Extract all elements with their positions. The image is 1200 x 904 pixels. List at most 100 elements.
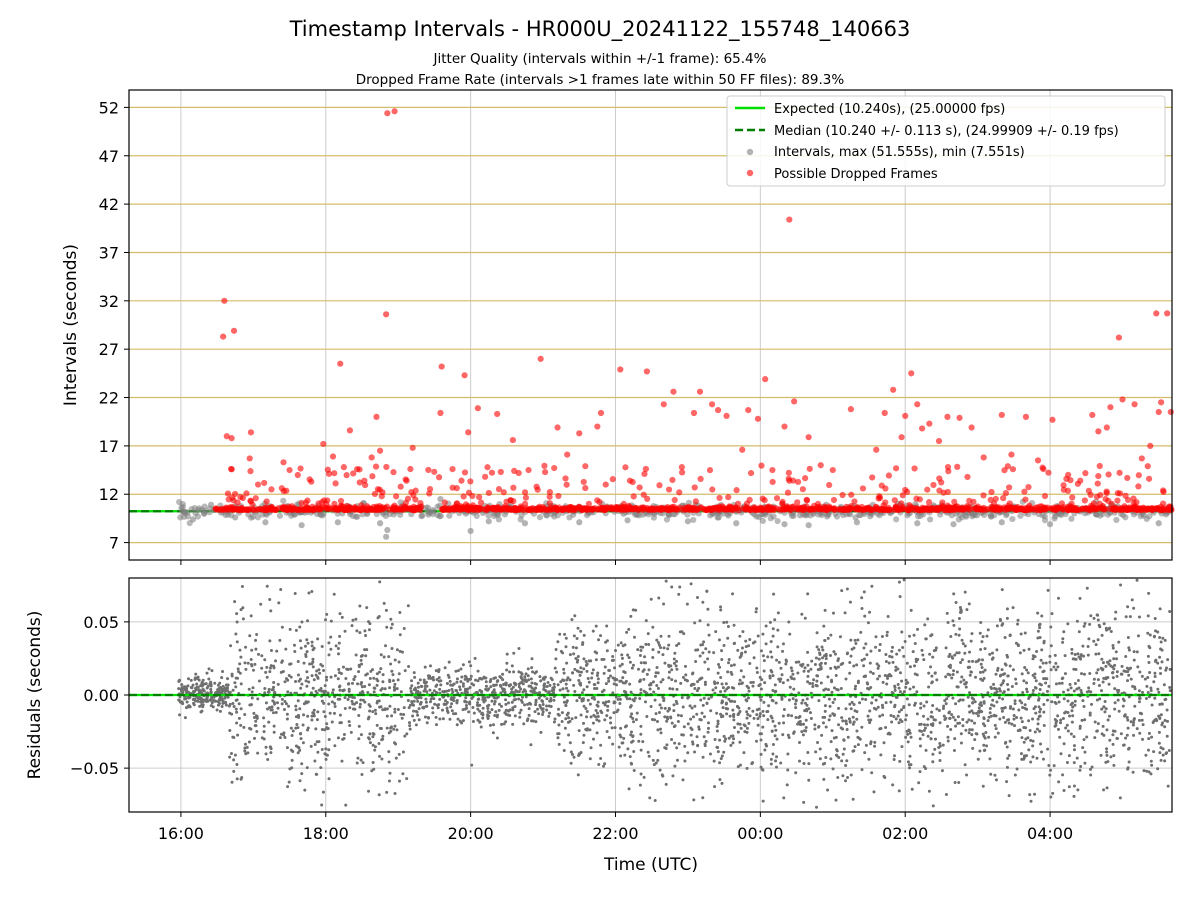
residual-point	[367, 790, 370, 793]
residual-point	[1089, 711, 1092, 714]
residual-point	[238, 702, 241, 705]
residual-point	[554, 667, 557, 670]
residual-point	[839, 635, 842, 638]
residual-point	[964, 591, 967, 594]
residual-point	[889, 714, 892, 717]
dropped-frame-point	[1105, 471, 1111, 477]
dropped-frame-point	[1146, 476, 1152, 482]
residual-point	[686, 603, 689, 606]
residual-point	[305, 638, 308, 641]
residual-point	[647, 643, 650, 646]
residual-point	[495, 697, 498, 700]
residual-point	[500, 723, 503, 726]
residual-point	[702, 704, 705, 707]
residual-point	[791, 669, 794, 672]
residual-point	[1124, 655, 1127, 658]
dropped-frame-point	[807, 466, 813, 472]
residual-point	[470, 675, 473, 678]
residual-point	[879, 753, 882, 756]
residual-point	[313, 647, 316, 650]
residual-point	[202, 700, 205, 703]
dropped-frame-point	[860, 485, 866, 491]
residual-point	[650, 705, 653, 708]
residual-point	[906, 662, 909, 665]
residual-point	[256, 752, 259, 755]
residual-point	[805, 726, 808, 729]
dropped-frame-point	[869, 474, 875, 480]
residual-point	[380, 757, 383, 760]
residual-point	[636, 648, 639, 651]
residual-point	[733, 624, 736, 627]
residual-point	[787, 714, 790, 717]
residual-point	[233, 600, 236, 603]
residual-point	[325, 613, 328, 616]
residual-point	[709, 752, 712, 755]
residual-point	[246, 751, 249, 754]
residual-point	[867, 621, 870, 624]
residual-point	[201, 705, 204, 708]
residual-point	[903, 578, 906, 581]
residual-point	[872, 672, 875, 675]
residual-point	[378, 793, 381, 796]
dropped-frame-point	[1042, 493, 1048, 499]
residual-point	[527, 674, 530, 677]
residual-point	[1007, 718, 1010, 721]
residual-point	[438, 688, 441, 691]
residual-point	[259, 603, 262, 606]
dropped-frame-point	[1147, 443, 1153, 449]
residual-point	[383, 655, 386, 658]
residual-point	[312, 687, 315, 690]
residual-point	[1100, 708, 1103, 711]
residual-point	[1159, 667, 1162, 670]
residual-point	[828, 718, 831, 721]
residual-point	[240, 682, 243, 685]
dropped-frame-point	[523, 495, 529, 501]
residual-point	[1066, 761, 1069, 764]
residual-point	[248, 741, 251, 744]
residual-point	[312, 665, 315, 668]
residual-point	[1076, 620, 1079, 623]
residual-point	[741, 647, 744, 650]
dropped-frame-point	[564, 451, 570, 457]
residual-point	[1128, 760, 1131, 763]
residual-point	[628, 656, 631, 659]
residual-point	[389, 662, 392, 665]
residual-point	[656, 728, 659, 731]
residual-point	[636, 712, 639, 715]
residual-point	[613, 682, 616, 685]
dropped-frame-point	[286, 467, 292, 473]
residual-point	[1024, 738, 1027, 741]
dropped-frame-point	[892, 497, 898, 503]
residual-point	[1038, 626, 1041, 629]
interval-point	[768, 515, 774, 521]
residual-point	[1147, 749, 1150, 752]
residual-point	[1148, 671, 1151, 674]
residual-point	[927, 672, 930, 675]
dropped-frame-point	[1131, 401, 1137, 407]
residual-point	[1097, 652, 1100, 655]
residual-point	[749, 681, 752, 684]
residual-point	[849, 655, 852, 658]
dropped-frame-point	[848, 406, 854, 412]
dropped-frame-point	[1133, 506, 1139, 512]
residual-point	[722, 706, 725, 709]
residual-point	[864, 642, 867, 645]
residual-point	[501, 673, 504, 676]
residual-point	[276, 701, 279, 704]
residual-point	[968, 602, 971, 605]
residual-point	[305, 685, 308, 688]
residual-point	[442, 717, 445, 720]
residual-point	[673, 765, 676, 768]
residual-point	[960, 676, 963, 679]
intervals-ytick-label: 7	[109, 534, 119, 553]
residual-point	[458, 685, 461, 688]
residual-point	[597, 701, 600, 704]
intervals-ytick-label: 32	[99, 292, 119, 311]
residual-point	[418, 707, 421, 710]
residual-point	[270, 649, 273, 652]
residual-point	[1079, 765, 1082, 768]
residual-point	[251, 696, 254, 699]
interval-point	[383, 513, 389, 519]
residual-point	[822, 721, 825, 724]
residual-point	[1108, 715, 1111, 718]
